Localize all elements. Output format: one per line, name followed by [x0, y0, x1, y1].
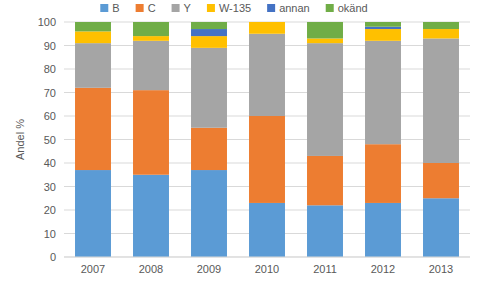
bar-segment [191, 22, 227, 29]
bar-segment [75, 31, 111, 43]
bar-segment [75, 170, 111, 257]
legend: B C Y W-135 annan okänd [100, 2, 367, 14]
grid-line [64, 257, 470, 258]
y-tick-label: 70 [44, 87, 56, 99]
y-tick-label: 80 [44, 63, 56, 75]
legend-swatch [207, 4, 215, 12]
bar-segment [133, 41, 169, 90]
bar-segment [365, 203, 401, 257]
bar-segment [75, 43, 111, 88]
bar-segment [365, 144, 401, 203]
bar-segment [307, 156, 343, 205]
bar-segment [249, 22, 285, 34]
y-tick-label: 90 [44, 40, 56, 52]
x-tick-label: 2007 [81, 263, 105, 275]
bar-segment [249, 203, 285, 257]
bar-segment [307, 43, 343, 156]
y-tick-label: 60 [44, 110, 56, 122]
bar-segment [307, 38, 343, 43]
bar-segment [423, 198, 459, 257]
bar-segment [365, 22, 401, 27]
bar-segment [191, 48, 227, 128]
chart: 0 10 20 30 40 50 60 70 80 90 100 Andel % 2007 2008 200… [0, 0, 480, 288]
y-tick-label: 50 [44, 134, 56, 146]
y-tick-label: 0 [50, 251, 56, 263]
y-tick-label: 10 [44, 228, 56, 240]
x-axis-line [64, 257, 470, 258]
bar-segment [365, 29, 401, 41]
bar-segment [191, 128, 227, 170]
x-tick-label: 2012 [371, 263, 395, 275]
bar-segment [133, 175, 169, 257]
bar-segment [365, 27, 401, 29]
x-tick-label: 2011 [313, 263, 337, 275]
bar-segment [307, 205, 343, 257]
x-tick-label: 2013 [429, 263, 453, 275]
bar-segment [133, 90, 169, 175]
y-axis-label: Andel % [14, 119, 26, 160]
legend-swatch [267, 4, 275, 12]
legend-label: annan [279, 2, 310, 14]
y-tick-label: 100 [38, 16, 56, 28]
legend-label: W-135 [219, 2, 251, 14]
bar-segment [133, 22, 169, 36]
bar-segment [249, 116, 285, 203]
bar-segment [423, 38, 459, 163]
legend-label: C [148, 2, 156, 14]
bar-segment [191, 29, 227, 36]
bar-segment [423, 22, 459, 29]
bar-segment [191, 36, 227, 48]
legend-swatch [100, 4, 108, 12]
legend-label: Y [184, 2, 192, 14]
x-tick-label: 2010 [255, 263, 279, 275]
bar-segment [249, 22, 285, 23]
y-tick-label: 30 [44, 181, 56, 193]
y-tick-label: 40 [44, 157, 56, 169]
bar-segment [365, 41, 401, 144]
legend-swatch [136, 4, 144, 12]
bars [75, 22, 459, 257]
y-tick-label: 20 [44, 204, 56, 216]
chart-svg: 0 10 20 30 40 50 60 70 80 90 100 Andel % 2007 2008 200… [0, 0, 480, 288]
bar-segment [249, 22, 285, 23]
bar-segment [423, 29, 459, 38]
bar-segment [75, 88, 111, 170]
bar-segment [75, 22, 111, 31]
legend-label: okänd [338, 2, 368, 14]
legend-label: B [112, 2, 119, 14]
bar-segment [191, 170, 227, 257]
bar-segment [423, 163, 459, 198]
legend-swatch [172, 4, 180, 12]
bar-segment [133, 36, 169, 41]
x-tick-label: 2009 [197, 263, 221, 275]
bar-segment [249, 34, 285, 116]
x-tick-label: 2008 [139, 263, 163, 275]
legend-swatch [326, 4, 334, 12]
bar-segment [307, 22, 343, 38]
